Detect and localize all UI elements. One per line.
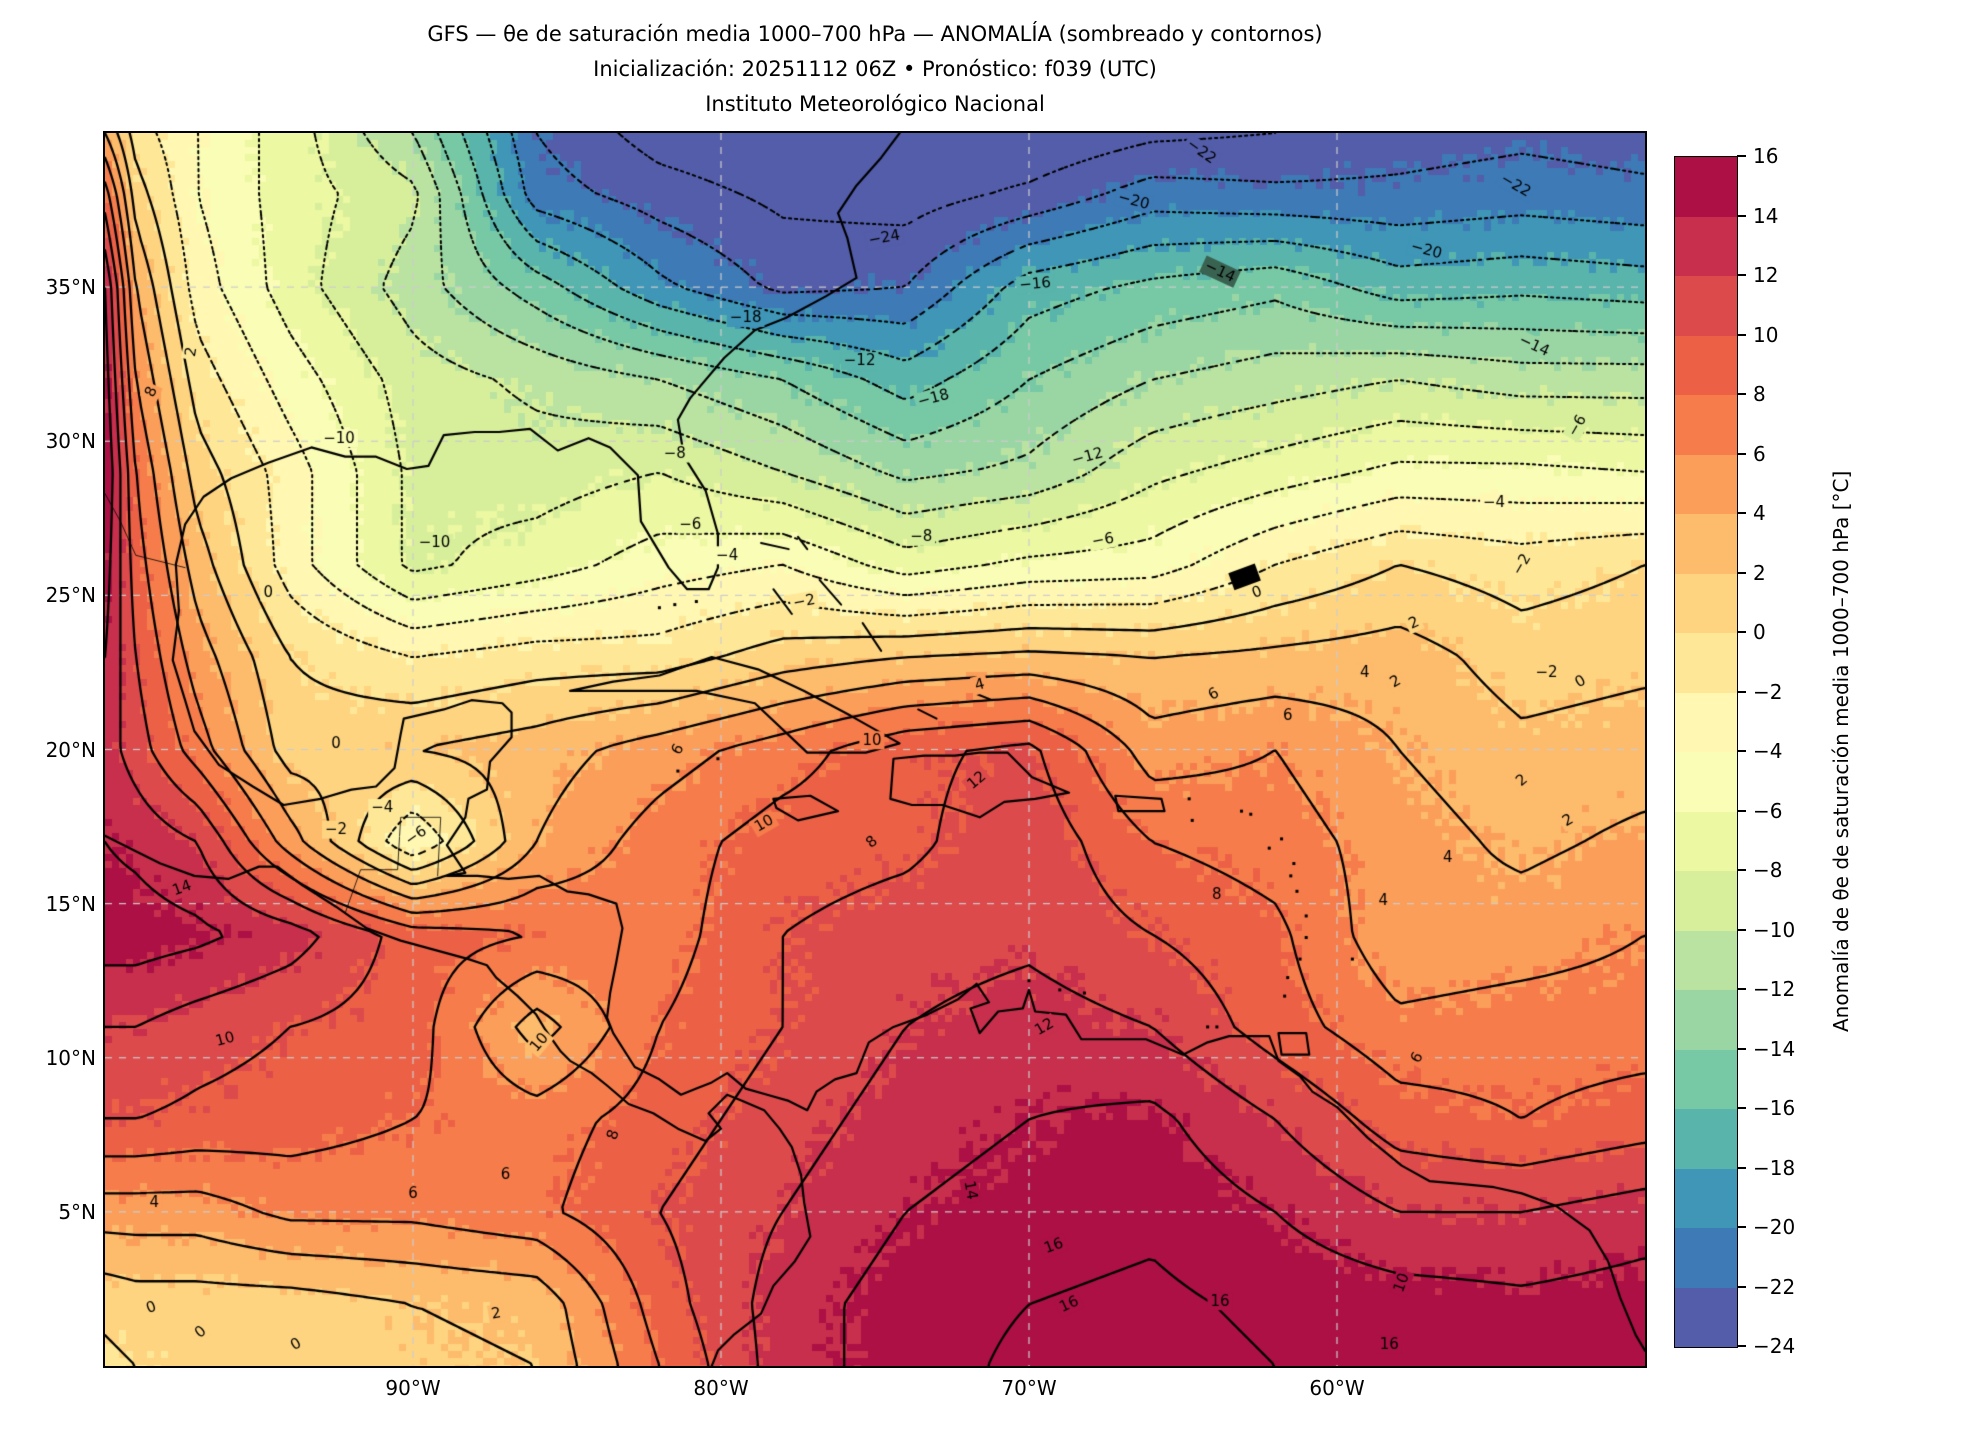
colorbar-tick-mark [1737, 1226, 1746, 1228]
colorbar-bin [1675, 1228, 1737, 1288]
colorbar-tick-mark [1737, 869, 1746, 871]
colorbar-tick-label: 2 [1753, 560, 1766, 585]
colorbar-tick-label: −18 [1753, 1155, 1796, 1180]
colorbar-bin [1675, 1049, 1737, 1109]
y-axis-tick-label: 15°N [45, 891, 96, 916]
x-axis-tick-label: 60°W [1309, 1376, 1365, 1400]
colorbar-tick-label: 10 [1753, 322, 1779, 347]
colorbar-tick-label: −8 [1753, 858, 1783, 882]
colorbar-tick-mark [1737, 571, 1746, 574]
colorbar-tick-mark [1737, 333, 1746, 336]
colorbar [1674, 156, 1738, 1348]
y-axis-tick-label: 25°N [45, 583, 96, 608]
colorbar-bin [1675, 1109, 1737, 1169]
colorbar-tick-label: 6 [1753, 441, 1766, 466]
colorbar-tick-label: 4 [1753, 501, 1766, 525]
y-axis-tick-label: 30°N [45, 429, 96, 454]
colorbar-tick-mark [1737, 1107, 1746, 1109]
colorbar-bin [1675, 514, 1737, 574]
colorbar-bin [1675, 573, 1737, 633]
colorbar-tick-mark [1737, 393, 1746, 395]
title-line-1: GFS — θe de saturación media 1000–700 hP… [427, 22, 1323, 46]
colorbar-tick-label: 14 [1753, 203, 1779, 228]
colorbar-bin [1675, 276, 1737, 336]
colorbar-tick-label: −12 [1753, 977, 1796, 1001]
colorbar-tick-label: −14 [1753, 1036, 1796, 1061]
colorbar-bin [1675, 216, 1737, 276]
colorbar-tick-label: 12 [1753, 263, 1779, 287]
colorbar-bin [1675, 1287, 1737, 1347]
colorbar-tick-label: −2 [1753, 679, 1783, 704]
title-line-3: Instituto Meteorológico Nacional [705, 92, 1045, 116]
x-axis-tick-label: 70°W [1001, 1376, 1057, 1400]
colorbar-bin [1675, 692, 1737, 752]
colorbar-tick-mark [1737, 1345, 1746, 1347]
colorbar-bin [1675, 157, 1737, 217]
y-axis-tick-label: 35°N [45, 275, 96, 300]
colorbar-tick-mark [1737, 512, 1746, 514]
colorbar-tick-mark [1737, 928, 1746, 931]
colorbar-tick-label: −16 [1753, 1096, 1796, 1120]
x-axis-tick-label: 90°W [385, 1376, 441, 1400]
colorbar-tick-mark [1737, 214, 1746, 217]
colorbar-bin [1675, 395, 1737, 455]
colorbar-tick-label: −20 [1753, 1215, 1796, 1239]
colorbar-tick-mark [1737, 155, 1746, 157]
colorbar-tick-mark [1737, 750, 1746, 752]
y-axis-tick-label: 5°N [58, 1199, 96, 1224]
colorbar-tick-label: −6 [1753, 798, 1783, 823]
colorbar-bin [1675, 454, 1737, 514]
colorbar-tick-label: −24 [1753, 1334, 1796, 1358]
title-line-2: Inicialización: 20251112 06Z • Pronóstic… [593, 57, 1157, 81]
colorbar-bin [1675, 930, 1737, 990]
y-axis-tick-label: 10°N [45, 1045, 96, 1070]
colorbar-tick-mark [1737, 631, 1746, 633]
colorbar-bin [1675, 811, 1737, 871]
colorbar-bin [1675, 335, 1737, 395]
y-axis-tick-label: 20°N [45, 737, 96, 762]
colorbar-tick-label: −4 [1753, 739, 1783, 763]
colorbar-axis-label: Anomalía de θe de saturación media 1000–… [1829, 470, 1853, 1032]
colorbar-bin [1675, 871, 1737, 931]
colorbar-tick-label: 8 [1753, 382, 1766, 406]
colorbar-tick-mark [1737, 1047, 1746, 1050]
x-axis-tick-label: 80°W [693, 1376, 749, 1400]
colorbar-bin [1675, 752, 1737, 812]
colorbar-tick-mark [1737, 1285, 1746, 1288]
colorbar-tick-mark [1737, 274, 1746, 276]
colorbar-bin [1675, 1168, 1737, 1228]
anomaly-map-canvas [105, 133, 1645, 1366]
colorbar-tick-label: 16 [1753, 144, 1779, 168]
colorbar-tick-mark [1737, 1166, 1746, 1169]
colorbar-tick-mark [1737, 988, 1746, 990]
colorbar-tick-mark [1737, 452, 1746, 455]
map-plot-area [103, 131, 1647, 1368]
colorbar-tick-label: −10 [1753, 917, 1796, 942]
colorbar-tick-label: 0 [1753, 620, 1766, 644]
colorbar-bin [1675, 633, 1737, 693]
colorbar-tick-mark [1737, 809, 1746, 812]
colorbar-tick-label: −22 [1753, 1274, 1796, 1299]
colorbar-tick-mark [1737, 690, 1746, 693]
colorbar-bin [1675, 990, 1737, 1050]
